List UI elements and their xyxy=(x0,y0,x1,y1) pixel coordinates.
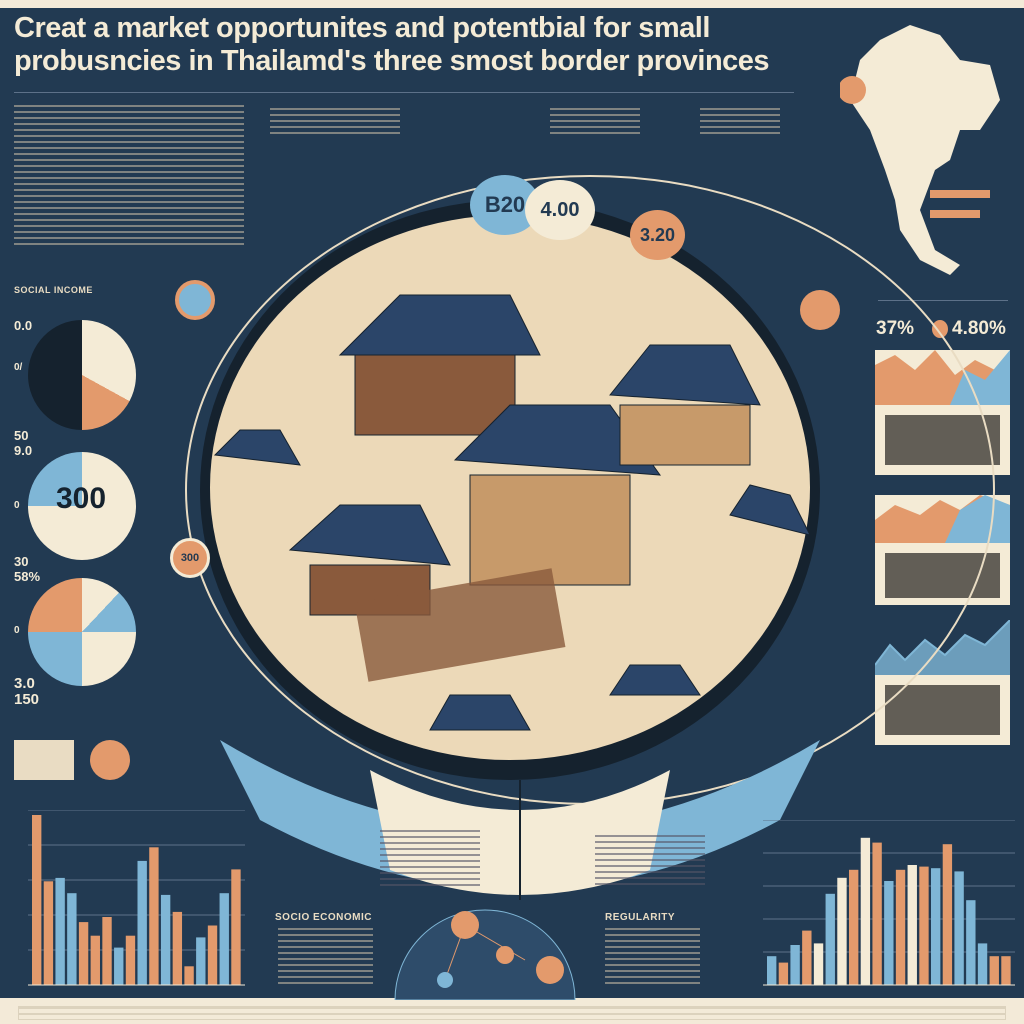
village-houses xyxy=(213,294,811,731)
bar xyxy=(78,922,89,985)
bar xyxy=(860,837,871,985)
text-block xyxy=(380,830,480,890)
bar xyxy=(125,935,136,985)
bar xyxy=(90,935,100,985)
bar xyxy=(813,943,824,985)
regularity-heading: REGULARITY xyxy=(605,912,675,923)
pie3-label: 30 58% xyxy=(14,554,41,584)
bar xyxy=(231,869,241,985)
map-legend-bar xyxy=(930,210,980,218)
bar xyxy=(907,865,917,985)
bar xyxy=(919,866,929,985)
location-pin-icon xyxy=(840,76,866,104)
bar xyxy=(207,925,218,985)
text-block xyxy=(278,928,373,988)
bar xyxy=(872,842,882,985)
pie1-label: 0.0 xyxy=(14,318,33,333)
stat-bubble: 4.00 xyxy=(525,180,595,240)
bar-chart-left xyxy=(28,810,245,986)
bar xyxy=(102,917,112,985)
bar xyxy=(32,815,42,985)
text-block xyxy=(595,835,705,885)
bar xyxy=(849,869,859,985)
pie-chart-1 xyxy=(28,320,136,430)
bar xyxy=(172,911,183,985)
bar xyxy=(895,869,906,985)
bar xyxy=(184,966,194,985)
stat-right: 4.80% xyxy=(952,318,1006,339)
bar xyxy=(137,860,147,985)
divider xyxy=(878,300,1008,301)
text-block xyxy=(605,928,700,988)
divider xyxy=(14,92,794,93)
stat-bubble: 3.20 xyxy=(630,210,685,260)
bar xyxy=(160,894,171,985)
page-title: Creat a market opportunites and potentbi… xyxy=(14,12,770,77)
thailand-map xyxy=(840,25,1000,275)
text-block xyxy=(550,108,640,138)
bar xyxy=(966,900,976,985)
bar xyxy=(767,956,777,985)
bar xyxy=(802,930,812,985)
bar xyxy=(884,881,894,985)
bar-chart-right xyxy=(763,820,1015,986)
pie-chart-2 xyxy=(28,452,136,560)
text-block xyxy=(270,108,400,138)
pie2-side-label: 0 xyxy=(14,500,20,511)
icon-grid xyxy=(14,740,74,780)
pie-chart-3 xyxy=(28,578,136,686)
bar xyxy=(67,893,77,985)
bar xyxy=(825,893,835,985)
map-legend-bar xyxy=(930,190,990,198)
bar xyxy=(942,844,953,985)
pie3-side-label: 0 xyxy=(14,625,20,636)
socio-economic-heading: SOCIO ECONOMIC xyxy=(275,912,373,923)
bar xyxy=(149,847,159,985)
award-icon xyxy=(175,280,215,320)
award-icon xyxy=(800,290,840,330)
bar xyxy=(1001,956,1011,985)
pie1-side-label: 0/ xyxy=(14,362,23,373)
text-block xyxy=(700,108,780,138)
bar xyxy=(977,943,988,985)
value-badge: 300 xyxy=(170,538,210,578)
bar xyxy=(778,962,789,985)
pie3-bottom-label: 3.0 150 xyxy=(14,675,40,708)
intro-text xyxy=(14,105,244,245)
pie2-label: 50 9.0 xyxy=(14,428,33,458)
network-diagram xyxy=(394,909,576,1000)
village-illustration xyxy=(210,215,811,760)
pie-section-heading: SOCIAL INCOME xyxy=(14,285,93,295)
bar xyxy=(219,893,229,985)
bar xyxy=(55,877,65,985)
bar xyxy=(196,937,206,985)
pie2-center-value: 300 xyxy=(56,482,107,515)
bar xyxy=(790,945,800,985)
bar xyxy=(837,877,847,985)
bar xyxy=(114,947,124,985)
bar xyxy=(931,868,941,985)
footer-text xyxy=(18,1006,1006,1020)
compass-icon xyxy=(90,740,130,780)
bar xyxy=(989,956,999,985)
info-wedge xyxy=(220,740,820,900)
bar xyxy=(954,871,964,985)
bar xyxy=(43,881,54,985)
